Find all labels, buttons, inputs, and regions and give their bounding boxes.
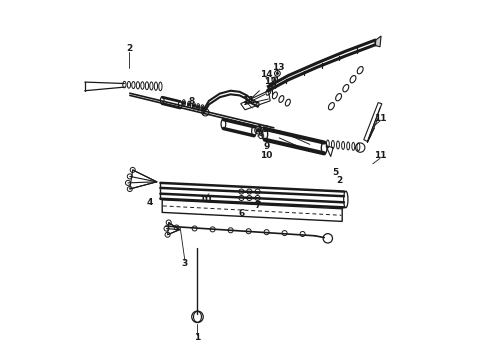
Text: 10: 10 [199,195,212,204]
Text: 8: 8 [189,97,195,106]
Circle shape [257,129,260,132]
Circle shape [201,107,204,109]
Circle shape [276,72,278,75]
Circle shape [188,103,191,106]
Text: 14: 14 [260,71,272,80]
Circle shape [197,105,199,108]
Text: 1: 1 [195,333,200,342]
Text: 6: 6 [238,209,245,217]
Text: 2: 2 [126,44,132,53]
Circle shape [182,102,185,104]
Text: 2: 2 [336,176,343,185]
Text: 13: 13 [272,63,284,72]
Circle shape [274,79,276,81]
Text: 11: 11 [242,96,254,105]
Text: 4: 4 [147,198,153,207]
Text: 9: 9 [264,143,270,152]
Polygon shape [374,36,381,47]
Text: 11: 11 [374,114,386,122]
Circle shape [193,104,196,107]
Text: 5: 5 [333,168,339,177]
Text: 11: 11 [374,151,386,160]
Text: 7: 7 [254,202,261,210]
Text: 3: 3 [182,259,188,268]
Text: 12: 12 [264,77,276,86]
Text: 15: 15 [256,125,269,134]
Circle shape [271,85,273,87]
Text: 10: 10 [260,151,272,160]
